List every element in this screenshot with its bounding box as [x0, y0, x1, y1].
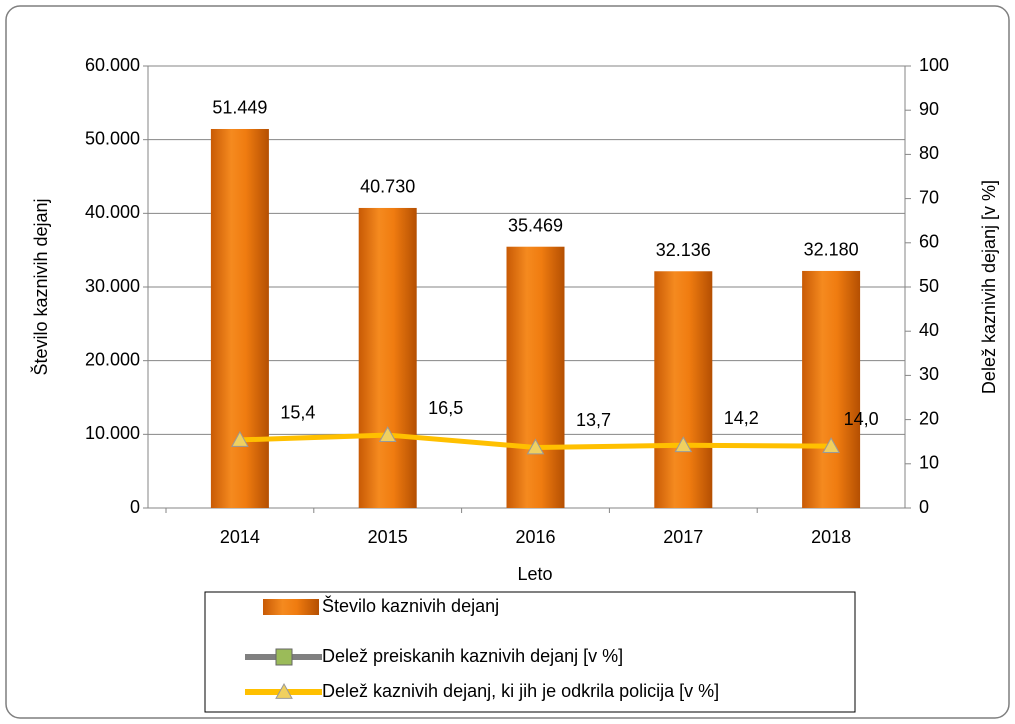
y-tick-label: 30.000 [85, 276, 140, 296]
x-tick-label: 2017 [663, 527, 703, 547]
line-value-label: 14,2 [724, 408, 759, 428]
legend-label: Delež kaznivih dejanj, ki jih je odkrila… [322, 681, 719, 701]
line-value-label: 14,0 [844, 409, 879, 429]
line-value-label: 16,5 [428, 398, 463, 418]
line-marker [526, 438, 545, 455]
y2-tick-label: 0 [919, 497, 929, 517]
bar-value-label: 40.730 [360, 177, 415, 197]
line-marker [674, 436, 693, 453]
y2-tick-label: 60 [919, 232, 939, 252]
bar [802, 270, 861, 508]
y2-tick-label: 70 [919, 187, 939, 207]
line-marker [378, 426, 397, 442]
y-tick-label: 40.000 [85, 202, 140, 222]
legend-label: Delež preiskanih kaznivih dejanj [v %] [322, 646, 623, 666]
legend-label: Število kaznivih dejanj [322, 595, 499, 616]
line-marker [231, 430, 249, 447]
bar-value-label: 32.136 [656, 240, 711, 260]
line-marker [822, 437, 840, 454]
bar [506, 246, 565, 508]
line-value-label: 15,4 [280, 403, 315, 423]
bar [210, 128, 269, 508]
x-tick-label: 2015 [368, 527, 408, 547]
y-tick-label: 60.000 [85, 55, 140, 75]
line-value-label: 13,7 [576, 410, 611, 430]
y2-tick-label: 30 [919, 364, 939, 384]
x-axis-label: Leto [517, 564, 552, 584]
bar-value-label: 51.449 [212, 98, 267, 118]
y-tick-label: 20.000 [85, 349, 140, 369]
y-tick-label: 0 [130, 497, 140, 517]
y2-tick-label: 80 [919, 143, 939, 163]
y2-tick-label: 20 [919, 408, 939, 428]
y-axis-label: Število kaznivih dejanj [30, 198, 51, 375]
x-tick-label: 2018 [811, 527, 851, 547]
y2-tick-label: 100 [919, 55, 949, 75]
y-tick-label: 50.000 [85, 128, 140, 148]
bar [358, 207, 417, 508]
y2-axis-label: Delež kaznivih dejanj [v %] [979, 180, 999, 394]
legend-marker [275, 682, 293, 699]
bar [654, 271, 713, 508]
y2-tick-label: 90 [919, 99, 939, 119]
y2-tick-label: 40 [919, 320, 939, 340]
y2-tick-label: 10 [919, 453, 939, 473]
x-tick-label: 2016 [515, 527, 555, 547]
legend-swatch [263, 599, 319, 615]
legend-marker [275, 648, 293, 666]
bar-value-label: 32.180 [804, 240, 859, 260]
bar-value-label: 35.469 [508, 215, 563, 235]
y-tick-label: 10.000 [85, 423, 140, 443]
x-tick-label: 2014 [220, 527, 260, 547]
y2-tick-label: 50 [919, 276, 939, 296]
